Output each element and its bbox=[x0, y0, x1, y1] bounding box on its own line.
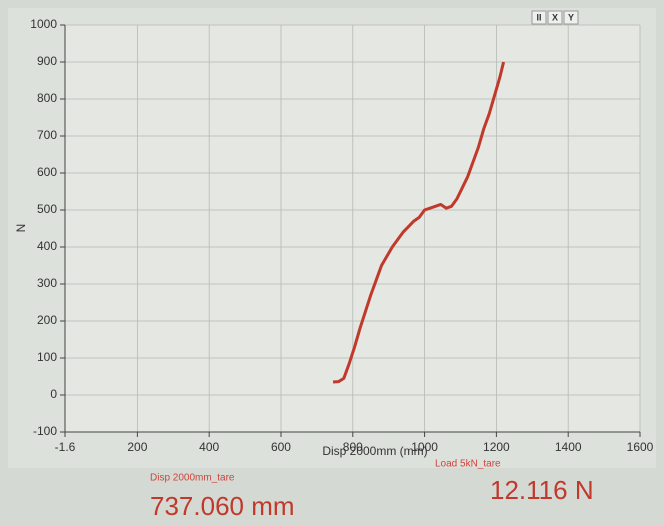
y-axis-label: N bbox=[14, 224, 28, 233]
y-tick-label: 800 bbox=[37, 91, 57, 105]
x-tick-label: 1200 bbox=[483, 440, 510, 454]
y-tick-label: 400 bbox=[37, 239, 57, 253]
x-tick-label: 1000 bbox=[411, 440, 438, 454]
toolbar-button-label[interactable]: Y bbox=[568, 12, 574, 22]
y-tick-label: -100 bbox=[33, 424, 57, 438]
x-tick-label: 800 bbox=[343, 440, 363, 454]
x-tick-label: 1600 bbox=[627, 440, 654, 454]
x-tick-label: 400 bbox=[199, 440, 219, 454]
y-tick-label: 700 bbox=[37, 128, 57, 142]
readout-label: Disp 2000mm_tare bbox=[150, 473, 235, 484]
toolbar-button[interactable] bbox=[531, 10, 547, 25]
y-tick-label: 600 bbox=[37, 165, 57, 179]
toolbar-button-label[interactable]: X bbox=[552, 12, 558, 22]
y-tick-label: 500 bbox=[37, 202, 57, 216]
y-tick-label: 0 bbox=[50, 387, 57, 401]
x-tick-label: -1.6 bbox=[55, 440, 76, 454]
y-tick-label: 300 bbox=[37, 276, 57, 290]
readout-label: Load 5kN_tare bbox=[435, 459, 501, 470]
x-tick-label: 1400 bbox=[555, 440, 582, 454]
y-tick-label: 200 bbox=[37, 313, 57, 327]
x-tick-label: 200 bbox=[127, 440, 147, 454]
toolbar-button[interactable] bbox=[563, 10, 579, 25]
y-tick-label: 1000 bbox=[30, 17, 57, 31]
toolbar-button-label[interactable]: II bbox=[536, 12, 541, 22]
readout-value: 737.060 mm bbox=[150, 491, 295, 521]
toolbar-button[interactable] bbox=[547, 10, 563, 25]
y-tick-label: 100 bbox=[37, 350, 57, 364]
y-tick-label: 900 bbox=[37, 54, 57, 68]
data-line bbox=[332, 61, 506, 384]
x-tick-label: 600 bbox=[271, 440, 291, 454]
x-axis-label: Disp 2000mm (mm) bbox=[322, 444, 427, 458]
readout-value: 12.116 N bbox=[490, 475, 594, 505]
